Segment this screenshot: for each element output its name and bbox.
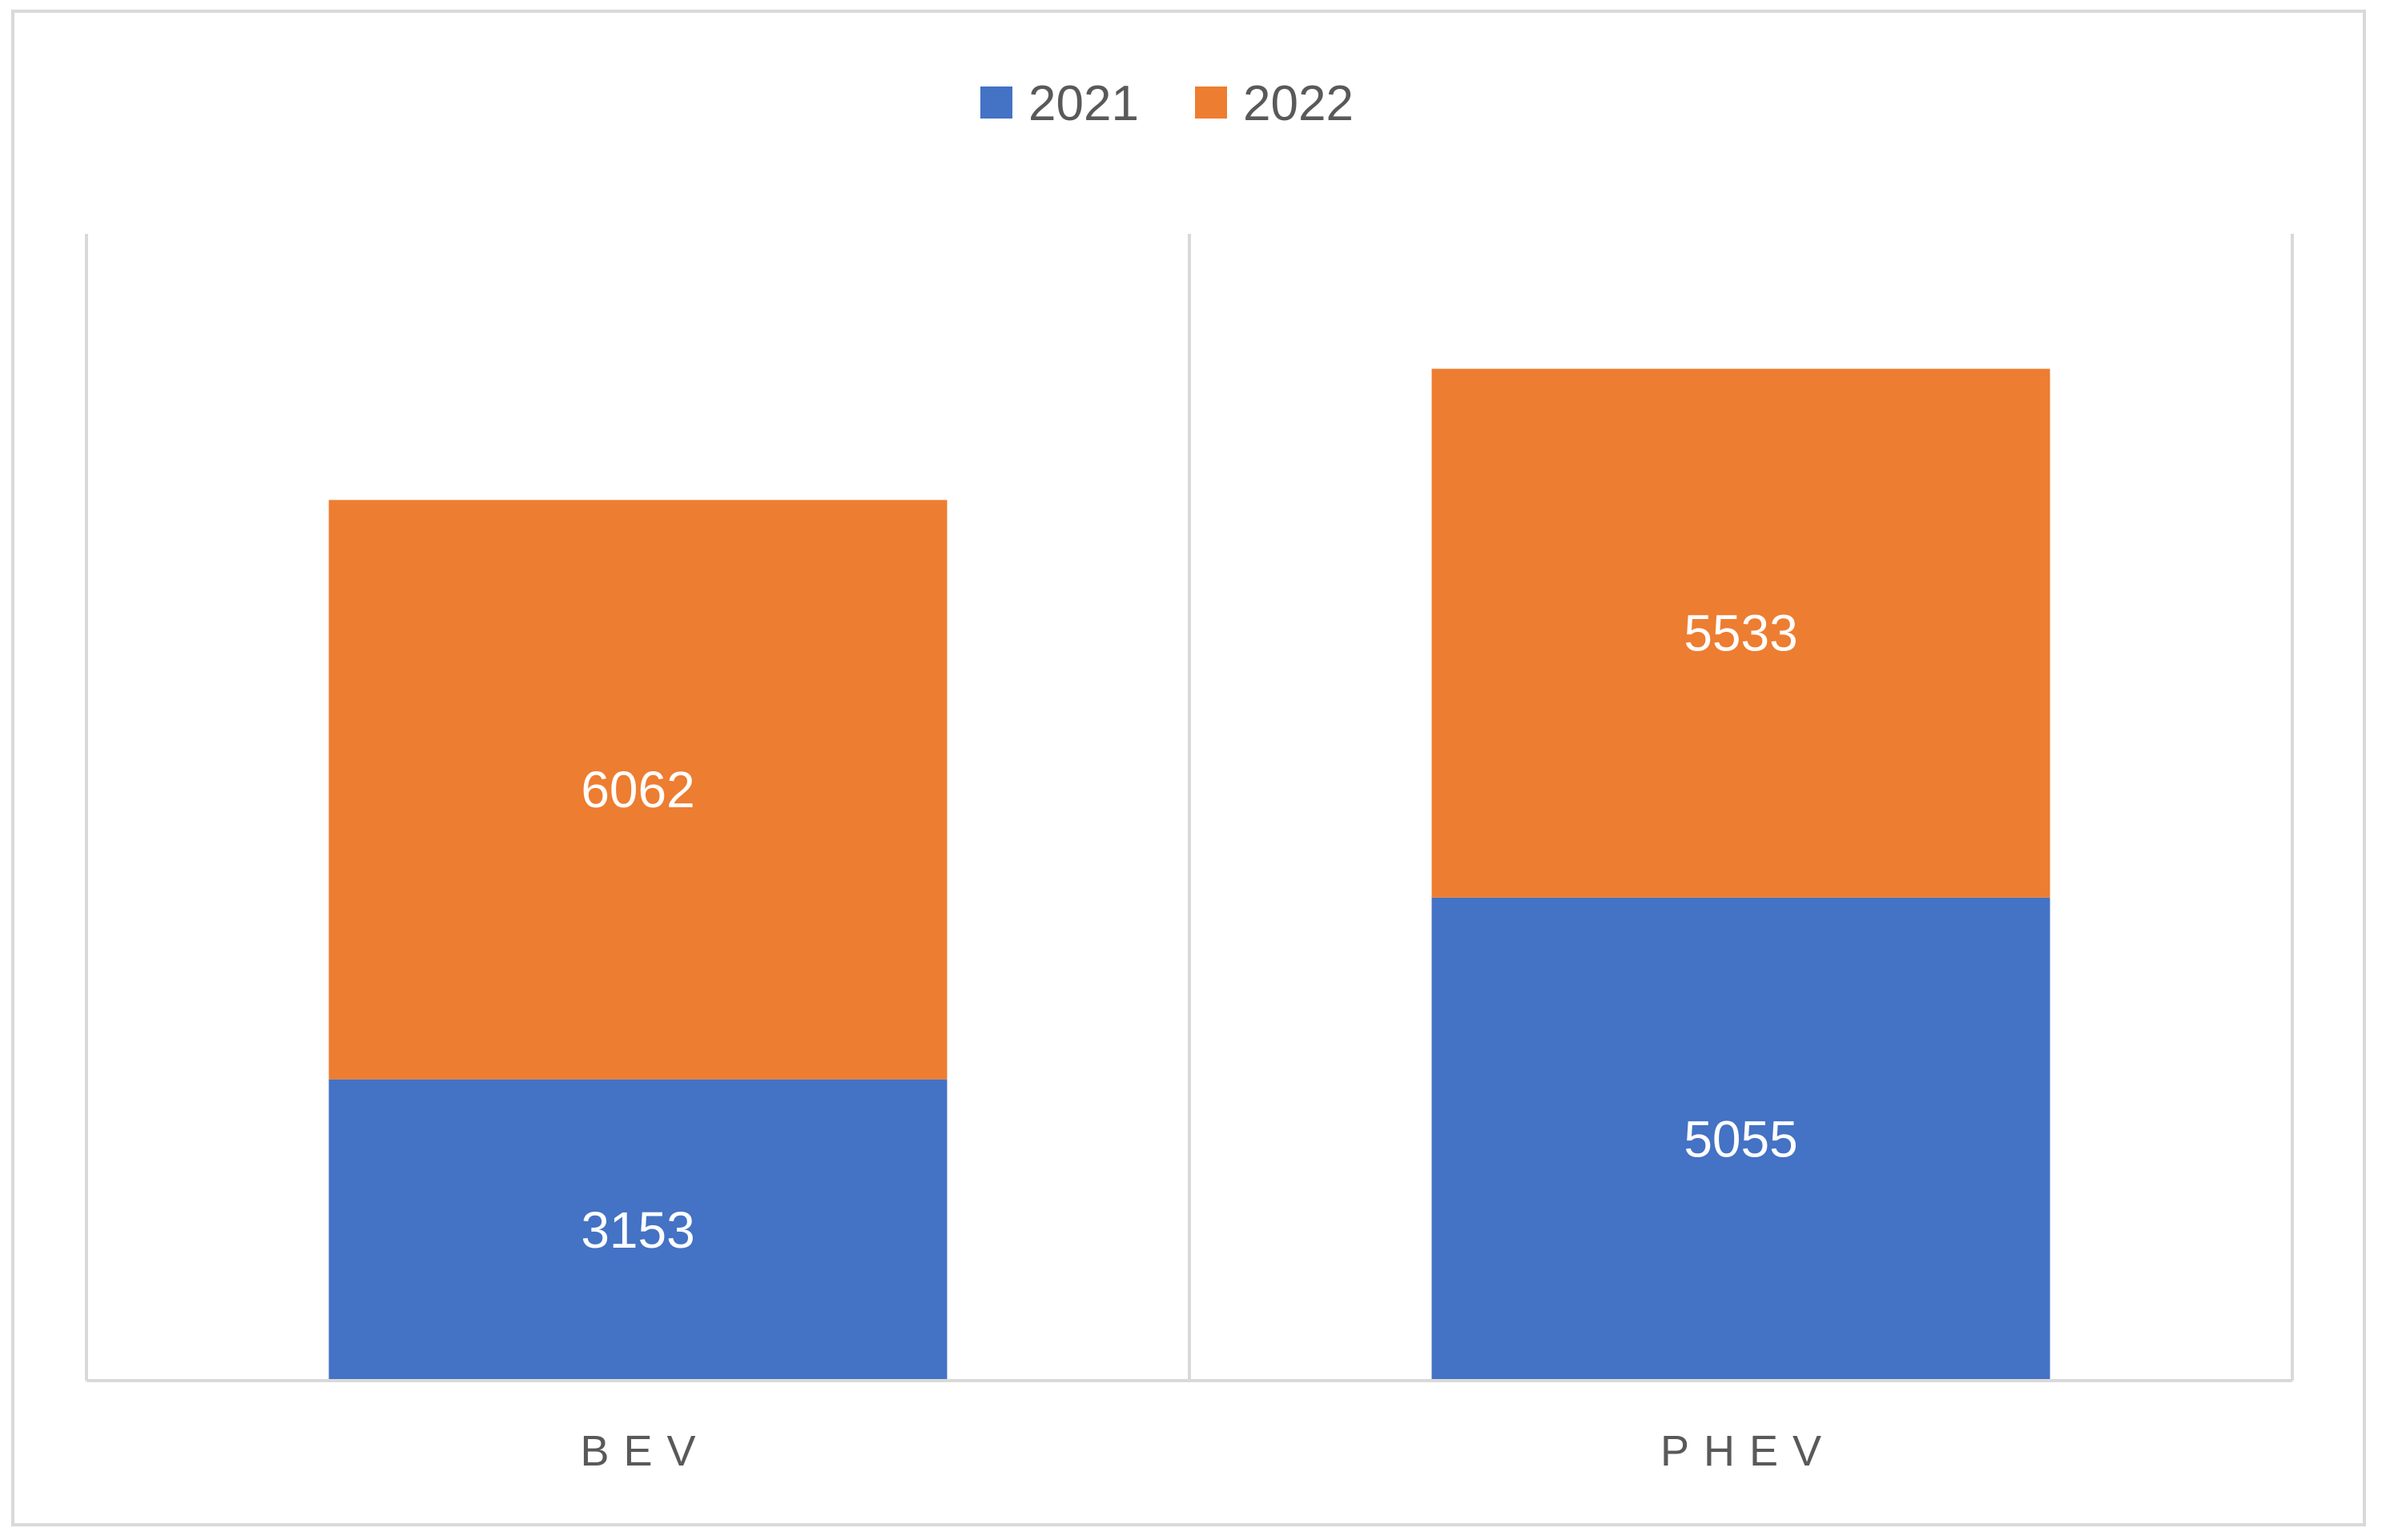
data-label-phev-2021: 5055 (1684, 1110, 1797, 1168)
bars (328, 368, 2050, 1381)
bar-bev-2022 (328, 500, 948, 1080)
x-tick-labels: BEV PHEV (580, 1427, 1836, 1475)
data-label-bev-2022: 6062 (581, 761, 694, 818)
bar-phev-2022 (1431, 368, 2050, 898)
legend-swatch-2022 (1195, 86, 1227, 119)
tick-label-bev: BEV (580, 1427, 710, 1475)
tick-label-phev: PHEV (1660, 1427, 1836, 1475)
legend-swatch-2021 (980, 86, 1012, 119)
bar-bev-2021 (328, 1079, 948, 1381)
bar-phev-2021 (1431, 897, 2050, 1381)
legend: 2021 2022 (980, 76, 1354, 131)
legend-label-2022: 2022 (1243, 76, 1354, 131)
gridlines (85, 234, 2294, 1381)
legend-label-2021: 2021 (1028, 76, 1139, 131)
data-label-phev-2022: 5533 (1684, 605, 1797, 662)
data-label-bev-2021: 3153 (581, 1201, 694, 1259)
data-labels: 3153 6062 5055 5533 (581, 605, 1797, 1259)
